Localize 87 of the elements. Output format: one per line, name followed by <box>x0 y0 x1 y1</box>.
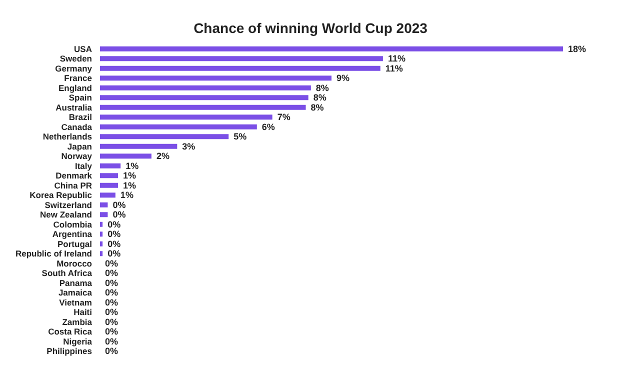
data-label: 11% <box>385 63 403 74</box>
y-tick-label: Italy <box>74 160 92 171</box>
y-tick-label: Morocco <box>56 258 92 268</box>
y-tick-label: Jamaica <box>58 288 92 298</box>
data-label: 0% <box>105 336 118 346</box>
y-tick-label: Philippines <box>46 346 92 356</box>
bar <box>100 192 116 198</box>
data-label: 0% <box>108 229 121 240</box>
bar <box>100 144 178 149</box>
y-tick-label: Colombia <box>53 219 92 230</box>
y-tick-label: France <box>64 73 92 84</box>
data-label: 0% <box>105 316 118 327</box>
data-label: 8% <box>316 82 329 93</box>
bar <box>100 173 118 178</box>
y-tick-label: South Africa <box>42 268 92 278</box>
bar <box>100 114 272 120</box>
data-label: 0% <box>108 219 121 230</box>
data-label: 0% <box>105 278 118 288</box>
y-tick-label: Germany <box>55 63 92 74</box>
bar <box>100 241 103 246</box>
bar <box>100 76 332 81</box>
data-label: 0% <box>105 326 118 337</box>
data-label: 0% <box>108 248 121 259</box>
y-tick-label: USA <box>74 44 92 54</box>
y-tick-label: Costa Rica <box>48 326 92 337</box>
data-label: 2% <box>156 151 170 162</box>
y-tick-label: Canada <box>61 122 92 132</box>
data-label: 0% <box>105 288 118 298</box>
bar <box>100 163 121 168</box>
y-tick-label: Brazil <box>68 112 92 122</box>
y-tick-label: Vietnam <box>59 297 92 308</box>
data-label: 3% <box>182 141 196 152</box>
bar <box>100 56 383 62</box>
data-label: 0% <box>105 346 118 356</box>
bar <box>100 104 306 110</box>
y-tick-label: Australia <box>56 102 92 112</box>
y-tick-label: Argentina <box>52 229 92 240</box>
data-label: 0% <box>112 210 126 220</box>
data-label: 0% <box>105 297 118 308</box>
data-label: 1% <box>120 190 134 200</box>
bar <box>100 66 380 71</box>
chart-title: Chance of winning World Cup 2023 <box>194 20 428 36</box>
bar <box>100 85 311 90</box>
data-label: 11% <box>388 54 406 64</box>
data-label: 9% <box>336 73 350 84</box>
y-tick-label: Sweden <box>60 54 92 64</box>
bar <box>100 222 103 227</box>
bar <box>100 251 103 256</box>
bar <box>100 202 108 208</box>
y-tick-label: Denmark <box>56 170 92 181</box>
data-label: 1% <box>123 170 136 181</box>
data-label: 8% <box>313 92 326 103</box>
y-tick-label: Zambia <box>62 316 92 327</box>
bar <box>100 46 563 52</box>
y-tick-label: China PR <box>54 180 92 190</box>
data-label: 0% <box>105 307 118 318</box>
data-label: 1% <box>123 180 136 190</box>
data-label: 1% <box>126 160 139 171</box>
data-label: 0% <box>108 238 121 249</box>
data-label: 5% <box>234 132 247 142</box>
data-label: 0% <box>112 200 126 210</box>
data-label: 18% <box>568 44 586 54</box>
y-tick-label: Norway <box>61 151 92 162</box>
y-tick-label: England <box>58 82 92 93</box>
data-label: 8% <box>310 102 324 112</box>
bar <box>100 182 118 188</box>
y-tick-label: Netherlands <box>42 132 92 142</box>
data-label: 6% <box>262 122 275 132</box>
y-tick-label: Haiti <box>74 307 92 318</box>
y-tick-label: New Zealand <box>40 210 92 220</box>
y-tick-label: Portugal <box>58 238 92 249</box>
bar <box>100 124 257 130</box>
bar <box>100 154 152 159</box>
bar <box>100 232 103 237</box>
y-tick-label: Japan <box>67 141 92 152</box>
data-label: 7% <box>277 112 290 122</box>
y-tick-label: Republic of Ireland <box>15 248 92 259</box>
data-label: 0% <box>105 268 118 278</box>
y-tick-label: Panama <box>59 278 92 288</box>
y-tick-label: Korea Republic <box>30 190 92 200</box>
data-label: 0% <box>105 258 118 268</box>
bar <box>100 212 108 218</box>
bar <box>100 95 308 100</box>
y-tick-label: Switzerland <box>44 200 92 210</box>
y-tick-label: Spain <box>68 92 92 103</box>
bar <box>100 134 229 140</box>
y-tick-label: Nigeria <box>63 336 92 346</box>
